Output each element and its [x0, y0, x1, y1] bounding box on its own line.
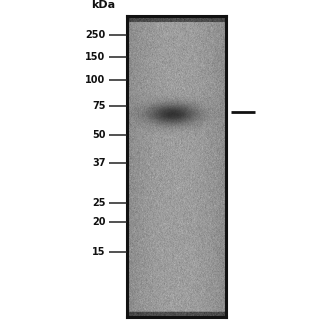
Text: 25: 25 [92, 198, 106, 208]
Text: 100: 100 [85, 74, 106, 84]
Text: kDa: kDa [91, 0, 115, 10]
Text: 15: 15 [92, 247, 106, 257]
Text: 250: 250 [85, 30, 106, 40]
Text: 20: 20 [92, 217, 106, 227]
Text: 150: 150 [85, 52, 106, 62]
Text: 75: 75 [92, 101, 106, 111]
Text: 50: 50 [92, 130, 106, 140]
Text: 37: 37 [92, 159, 106, 168]
